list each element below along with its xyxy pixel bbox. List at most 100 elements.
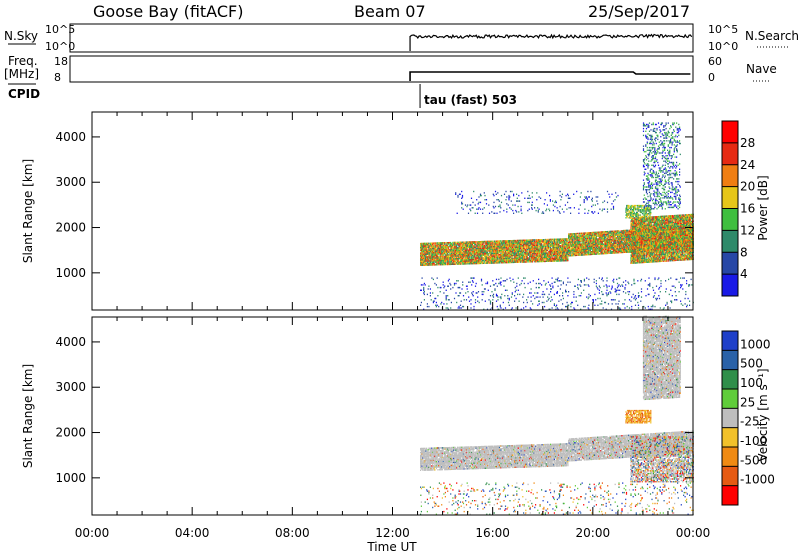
data-cell <box>580 246 582 248</box>
data-cell <box>426 253 428 255</box>
data-cell <box>565 257 567 259</box>
data-cell <box>652 230 655 233</box>
data-cell <box>553 260 555 262</box>
data-cell <box>564 258 566 261</box>
data-cell <box>495 241 498 244</box>
data-cell <box>483 257 485 259</box>
data-cell <box>498 244 500 246</box>
data-cell <box>420 252 422 254</box>
data-cell <box>610 252 613 254</box>
data-cell <box>502 260 504 262</box>
data-cell <box>439 249 441 251</box>
data-cell <box>501 240 504 242</box>
data-cell <box>471 261 473 263</box>
data-cell <box>623 231 625 233</box>
data-cell <box>516 250 518 253</box>
data-cell <box>531 259 533 262</box>
data-cell <box>441 263 443 266</box>
data-cell <box>600 232 602 235</box>
data-cell <box>568 248 570 250</box>
data-cell <box>502 244 504 246</box>
data-cell <box>574 241 576 243</box>
data-cell <box>509 245 511 247</box>
data-cell <box>573 233 575 235</box>
data-cell <box>475 252 477 254</box>
data-cell <box>600 249 602 251</box>
data-cell <box>464 252 466 254</box>
data-cell <box>507 244 510 246</box>
data-cell <box>492 250 494 252</box>
data-cell <box>495 260 497 263</box>
data-cell <box>521 246 523 248</box>
data-cell <box>616 233 618 235</box>
data-cell <box>565 246 567 248</box>
data-cell <box>460 259 462 261</box>
data-cell <box>610 236 612 238</box>
data-cell <box>593 233 595 235</box>
data-cell <box>488 246 490 248</box>
data-cell <box>590 248 592 250</box>
data-cell <box>599 243 601 245</box>
data-cell <box>456 248 459 250</box>
data-cell <box>493 258 495 260</box>
data-cell <box>446 255 448 257</box>
data-cell <box>432 247 434 250</box>
freq-right-tick-top: 60 <box>708 55 722 68</box>
data-cell <box>622 232 624 235</box>
data-cell <box>575 253 577 255</box>
data-cell <box>540 241 542 244</box>
data-cell <box>485 261 487 263</box>
data-cell <box>562 257 564 259</box>
data-cell <box>547 253 549 256</box>
data-cell <box>538 247 540 249</box>
data-cell <box>580 248 582 251</box>
data-cell <box>570 237 572 239</box>
data-cell <box>450 255 452 257</box>
data-cell <box>604 246 606 248</box>
data-cell <box>427 264 429 266</box>
data-cell <box>507 259 510 261</box>
data-cell <box>521 245 523 247</box>
data-cell <box>535 256 537 259</box>
data-cell <box>473 246 475 248</box>
data-cell <box>583 236 585 238</box>
data-cell <box>438 246 440 248</box>
data-cell <box>500 259 502 261</box>
data-cell <box>572 253 574 255</box>
data-cell <box>601 232 603 234</box>
data-cell <box>554 259 556 261</box>
data-cell <box>555 249 557 251</box>
data-cell <box>550 257 552 260</box>
data-cell <box>442 248 444 251</box>
data-cell <box>432 258 434 261</box>
data-cell <box>598 232 600 235</box>
data-cell <box>519 246 521 248</box>
data-cell <box>560 241 562 243</box>
data-cell <box>470 242 472 244</box>
data-cell <box>517 260 519 262</box>
data-cell <box>566 257 568 259</box>
data-cell <box>483 244 486 247</box>
data-cell <box>432 253 434 255</box>
data-cell <box>602 239 604 241</box>
data-cell <box>560 257 562 259</box>
data-cell <box>468 260 471 262</box>
data-cell <box>458 247 460 249</box>
data-cell <box>628 247 631 249</box>
data-cell <box>594 237 596 239</box>
data-cell <box>619 234 622 236</box>
data-cell <box>637 246 640 249</box>
data-cell <box>465 255 468 257</box>
data-cell <box>454 254 456 256</box>
data-cell <box>607 247 609 249</box>
data-cell <box>612 248 614 250</box>
data-cell <box>448 256 450 259</box>
data-cell <box>562 250 564 252</box>
data-cell <box>460 263 462 265</box>
data-cell <box>514 260 516 262</box>
data-cell <box>523 258 525 260</box>
data-cell <box>581 235 583 237</box>
data-cell <box>453 241 455 244</box>
data-cell <box>541 248 543 250</box>
data-cell <box>521 250 523 252</box>
